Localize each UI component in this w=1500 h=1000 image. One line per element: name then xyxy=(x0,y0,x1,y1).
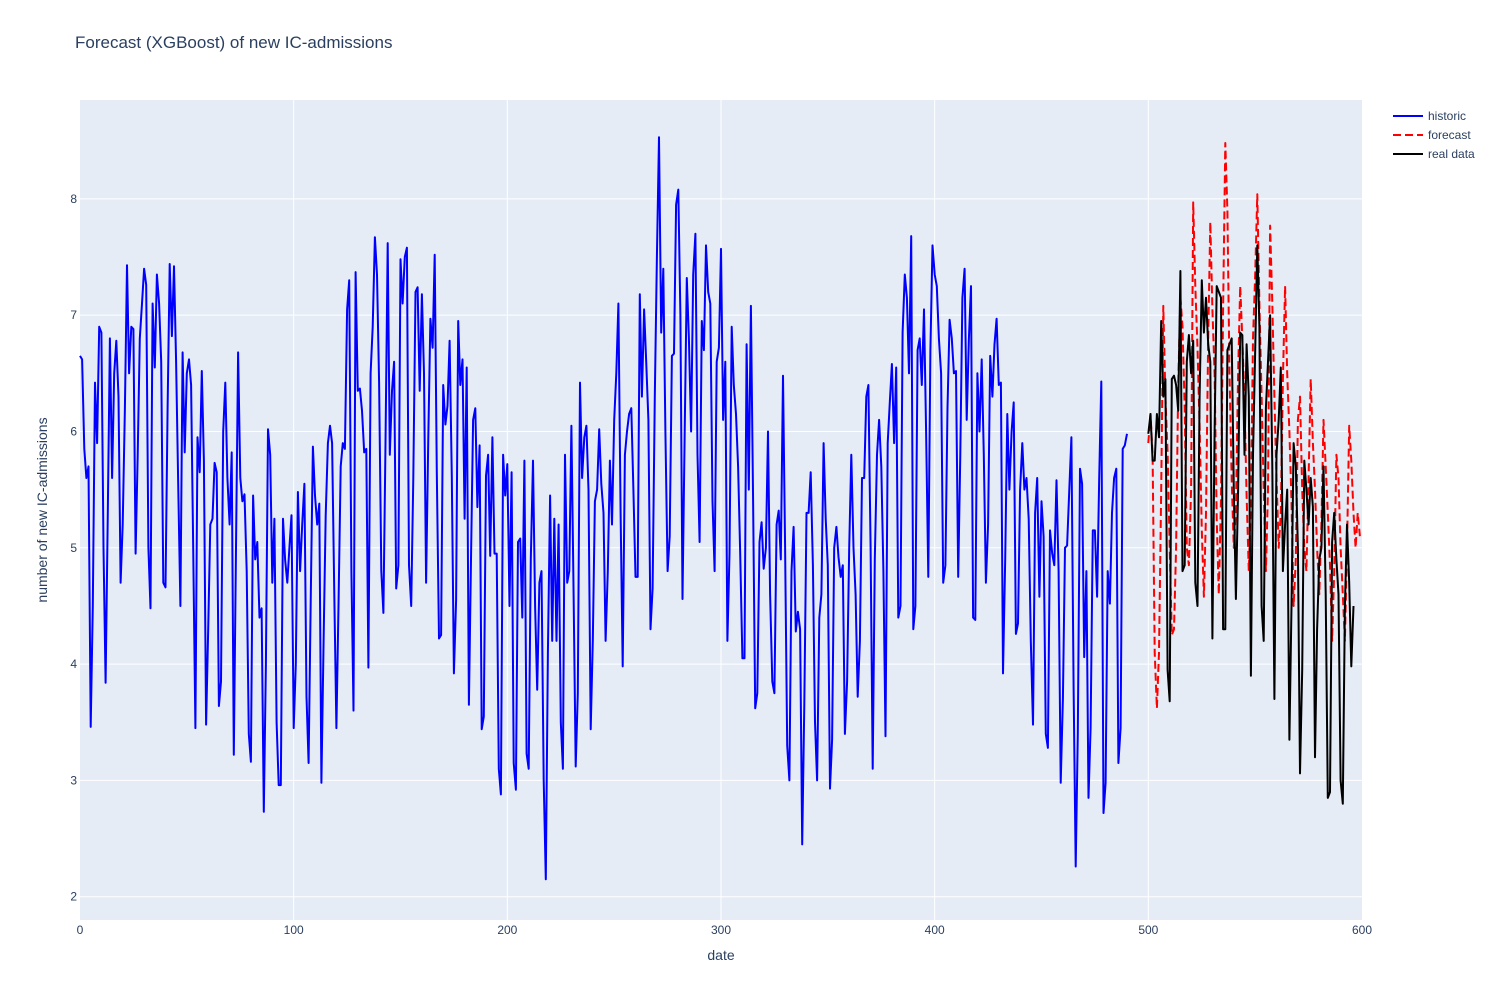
series-line-real-data xyxy=(1147,244,1355,805)
x-tick-label: 500 xyxy=(1138,923,1158,937)
x-tick-label: 0 xyxy=(77,923,84,937)
chart-title: Forecast (XGBoost) of new IC-admissions xyxy=(75,33,393,52)
x-axis-title: date xyxy=(707,947,734,963)
y-axis-title: number of new IC-admissions xyxy=(34,417,50,602)
y-tick-label: 4 xyxy=(70,657,77,671)
y-tick-label: 3 xyxy=(70,773,77,787)
y-tick-label: 7 xyxy=(70,308,77,322)
y-gridlines xyxy=(80,198,1362,898)
x-tick-label: 200 xyxy=(497,923,517,937)
legend: historic forecast real data xyxy=(1393,106,1475,163)
legend-item-historic[interactable]: historic xyxy=(1393,106,1475,125)
legend-label-forecast: forecast xyxy=(1428,127,1471,142)
x-tick-label: 400 xyxy=(925,923,945,937)
legend-label-real-data: real data xyxy=(1428,146,1475,161)
series-line-forecast xyxy=(1147,142,1361,710)
legend-label-historic: historic xyxy=(1428,108,1467,123)
x-tick-label: 300 xyxy=(711,923,731,937)
legend-swatch-historic xyxy=(1393,114,1423,117)
y-tick-label: 5 xyxy=(70,541,77,555)
legend-swatch-real-data xyxy=(1393,152,1423,155)
legend-swatch-forecast xyxy=(1393,133,1423,136)
x-tick-label: 600 xyxy=(1352,923,1372,937)
x-tick-label: 100 xyxy=(284,923,304,937)
series-line-historic xyxy=(79,136,1128,881)
y-tick-label: 8 xyxy=(70,192,77,206)
y-tick-label: 2 xyxy=(70,890,77,904)
y-tick-labels: 2 3 4 5 6 7 8 xyxy=(70,192,77,904)
x-tick-labels: 0 100 200 300 400 500 600 xyxy=(77,923,1373,937)
y-tick-label: 6 xyxy=(70,424,77,438)
legend-item-real-data[interactable]: real data xyxy=(1393,144,1475,163)
series-layer xyxy=(79,136,1361,881)
legend-item-forecast[interactable]: forecast xyxy=(1393,125,1475,144)
